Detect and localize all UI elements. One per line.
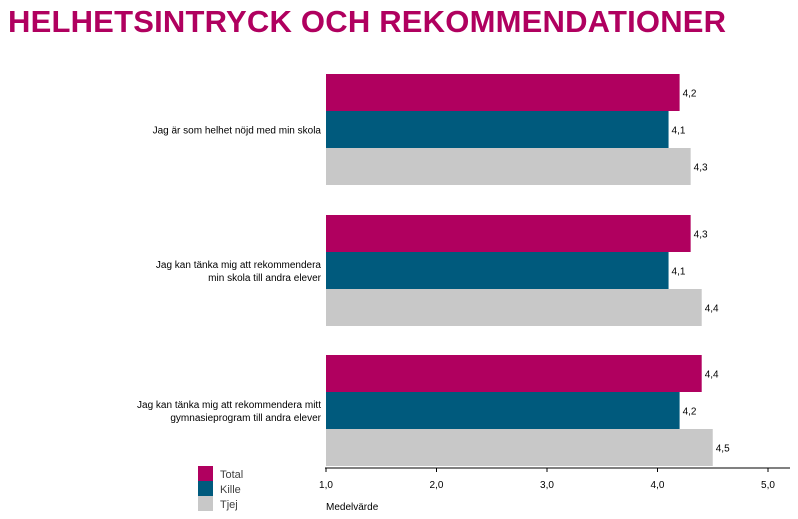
value-labels-layer: 4,2 4,1 4,3 4,3 4,1 4,4 4,4 4,2 4,5 — [672, 89, 731, 455]
legend-label: Total — [220, 469, 243, 481]
x-tick-label: 2,0 — [430, 480, 444, 491]
bar — [326, 355, 702, 392]
bar — [326, 148, 691, 185]
legend-label: Tjej — [220, 499, 238, 511]
bar — [326, 252, 669, 289]
bar — [326, 392, 680, 429]
bar-value-label: 4,3 — [694, 163, 708, 174]
legend: Total Kille Tjej — [198, 466, 243, 511]
bar-value-label: 4,2 — [683, 407, 697, 418]
chart-title: HELHETSINTRYCK OCH REKOMMENDATIONER — [8, 4, 727, 39]
bar — [326, 429, 713, 466]
bar-value-label: 4,3 — [694, 230, 708, 241]
bar-value-label: 4,1 — [672, 267, 686, 278]
x-tick-label: 5,0 — [761, 480, 775, 491]
bar — [326, 111, 669, 148]
category-label: Jag kan tänka mig att rekommendera — [156, 260, 322, 271]
bar-value-label: 4,4 — [705, 304, 719, 315]
legend-label: Kille — [220, 484, 241, 496]
bar-value-label: 4,2 — [683, 89, 697, 100]
x-tick-label: 3,0 — [540, 480, 554, 491]
legend-swatch — [198, 496, 213, 511]
bar — [326, 74, 680, 111]
category-label: Jag kan tänka mig att rekommendera mitt — [137, 400, 321, 411]
bar-value-label: 4,4 — [705, 370, 719, 381]
x-tick-label: 1,0 — [319, 480, 333, 491]
category-label: gymnasieprogram till andra elever — [170, 413, 321, 424]
legend-swatch — [198, 466, 213, 481]
x-axis: 1,0 2,0 3,0 4,0 5,0 Medelvärde — [319, 467, 790, 513]
category-label: min skola till andra elever — [208, 273, 321, 284]
bar-value-label: 4,5 — [716, 444, 730, 455]
category-labels-layer: Jag är som helhet nöjd med min skola Jag … — [137, 126, 322, 425]
legend-swatch — [198, 481, 213, 496]
x-axis-label: Medelvärde — [326, 502, 379, 513]
bar-value-label: 4,1 — [672, 126, 686, 137]
bar — [326, 215, 691, 252]
bar — [326, 289, 702, 326]
bars-layer — [326, 74, 713, 466]
category-label: Jag är som helhet nöjd med min skola — [153, 126, 322, 137]
x-tick-label: 4,0 — [651, 480, 665, 491]
